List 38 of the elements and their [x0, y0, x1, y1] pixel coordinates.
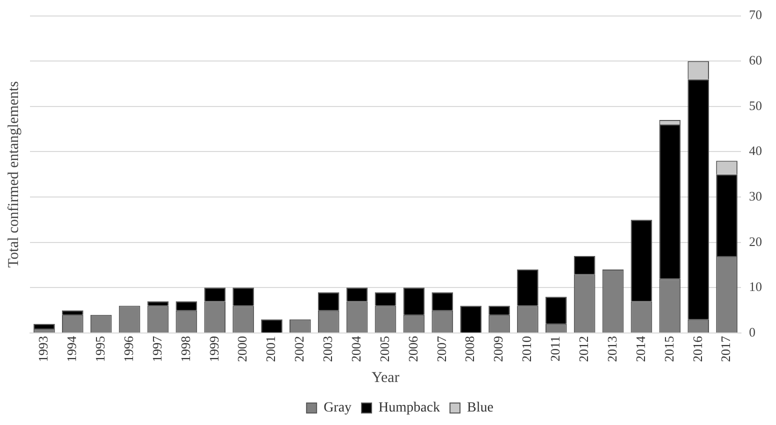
- y-tick-label: 20: [749, 234, 762, 249]
- x-tick-label: 2009: [490, 336, 506, 362]
- x-tick-label: 2012: [576, 336, 591, 362]
- x-tick-label: 2017: [718, 336, 734, 362]
- x-tick-label: 2013: [604, 336, 620, 362]
- legend-label: Gray: [324, 400, 352, 416]
- y-tick-label: 0: [749, 324, 756, 340]
- x-axis-title: Year: [372, 370, 400, 386]
- x-tick-label: 2007: [434, 336, 449, 362]
- y-axis-title: Total confirmed entanglements: [6, 81, 22, 268]
- y-tick-label: 30: [749, 188, 762, 204]
- x-tick-label: 2016: [690, 336, 705, 362]
- x-tick-label: 1995: [92, 336, 108, 362]
- y-tick-label: 50: [749, 98, 762, 113]
- x-tick-label: 2004: [348, 336, 364, 362]
- y-tick-label: 10: [749, 279, 762, 294]
- x-tick-label: 2003: [320, 336, 336, 362]
- x-tick-label: 1993: [36, 336, 51, 362]
- x-tick-label: 2000: [234, 336, 250, 362]
- x-tick-label: 1998: [178, 336, 193, 362]
- x-tick-label: 1999: [206, 336, 222, 362]
- y-tick-label: 70: [749, 7, 762, 22]
- x-tick-label: 2001: [263, 336, 278, 362]
- x-tick-label: 2006: [405, 336, 420, 362]
- x-tick-label: 2014: [632, 336, 648, 362]
- x-tick-label: 1994: [64, 336, 80, 362]
- legend-label: Humpback: [378, 400, 440, 416]
- legend-label: Blue: [466, 400, 494, 416]
- x-tick-label: 1997: [149, 336, 164, 362]
- x-tick-label: 2011: [548, 336, 563, 362]
- y-tick-label: 60: [749, 52, 762, 68]
- x-tick-label: 2008: [462, 336, 478, 362]
- x-tick-label: 2010: [519, 336, 534, 362]
- x-tick-label: 2005: [376, 336, 392, 362]
- x-tick-label: 1996: [120, 336, 136, 362]
- y-tick-label: 40: [749, 143, 762, 158]
- x-tick-label: 2015: [661, 336, 676, 362]
- x-tick-label: 2002: [292, 336, 307, 362]
